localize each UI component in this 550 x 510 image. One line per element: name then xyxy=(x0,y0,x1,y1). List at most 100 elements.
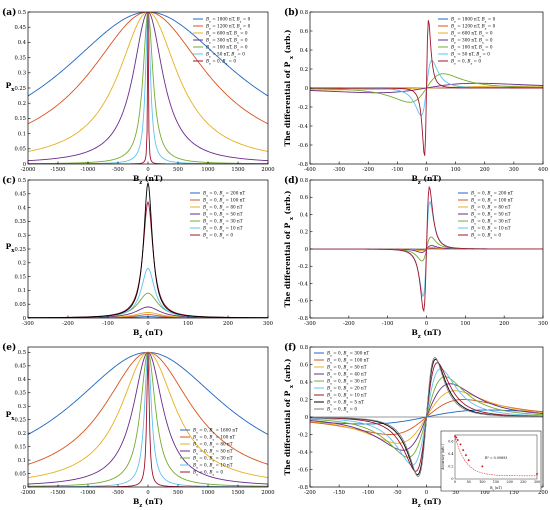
panel-3: -300 -200 -100 0 100 200 300 0 0.05 0.1 0.15 0.2 0.2… xyxy=(2,175,273,340)
y-tick-label: 0.45 xyxy=(14,25,26,31)
x-tick-label: 200 xyxy=(499,321,509,327)
legend-label: By = 1800 nT, Bx = 0 xyxy=(205,17,251,24)
x-tick-label: 0 xyxy=(146,167,149,173)
y-tick-label: 0.25 xyxy=(14,247,26,253)
x-tick-label: -1000 xyxy=(81,167,96,173)
series-group xyxy=(310,357,543,477)
y-tick-label: 0.05 xyxy=(14,471,26,477)
x-tick-label: -200 xyxy=(343,321,355,327)
y-tick-label: 0.2 xyxy=(300,397,308,403)
inset-y-tick-label: 0.4 xyxy=(448,452,453,456)
y-tick-label: 0.4 xyxy=(18,40,27,46)
legend-label: By = 50 nT, Bx = 0 xyxy=(450,52,490,59)
y-tick-label: 0.4 xyxy=(18,377,27,383)
legend-label: Bx = 0, By = 80 nT xyxy=(192,442,233,449)
panel-label: (d) xyxy=(284,175,299,186)
y-tick-label: -0.2 xyxy=(298,105,308,111)
legend-label: Bx = 0, By = 100 nT xyxy=(470,198,513,205)
x-tick-label: -200 xyxy=(304,490,316,496)
x-tick-label: 200 xyxy=(223,321,233,327)
y-tick-label: -0.6 xyxy=(298,467,308,473)
y-tick-label: -0.2 xyxy=(298,432,308,438)
y-tick-label: 0.45 xyxy=(14,364,26,370)
panel-2: -400 -300 -200 -100 0 100 200 300 400 -0.8 -0.6 -0.… xyxy=(283,7,548,186)
inset-x-tick-label: 0 xyxy=(454,480,456,484)
x-tick-label: 50 xyxy=(452,490,459,496)
x-tick-label: -300 xyxy=(304,321,316,327)
legend-label: By = 600 nT, Bx = 0 xyxy=(450,31,493,38)
y-tick-label: 0 xyxy=(23,162,26,168)
panel-5: -2000 -1500 -1000 -500 0 500 1000 1500 2000 0 0.05… xyxy=(2,342,275,509)
inset-x-tick-label: 150 xyxy=(493,480,499,484)
x-axis-label: Bz (nT) xyxy=(411,328,441,340)
y-tick-label: 0.1 xyxy=(18,131,26,137)
y-tick-label: -0.4 xyxy=(298,450,309,456)
inset-x-label: By (nT) xyxy=(490,486,502,492)
legend-label: By = 100 nT, Bx = 0 xyxy=(450,45,493,52)
inset-point xyxy=(459,443,462,446)
x-tick-label: 500 xyxy=(173,490,183,496)
series-line xyxy=(310,20,543,156)
y-tick-label: 0.05 xyxy=(14,147,26,153)
x-axis-label: Bz (nT) xyxy=(133,328,163,340)
x-tick-label: 100 xyxy=(451,167,461,173)
y-tick-label: 0.4 xyxy=(300,48,309,54)
inset-x-tick-label: 200 xyxy=(507,480,513,484)
y-tick-label: 0.25 xyxy=(14,86,26,92)
y-tick-label: -0.4 xyxy=(298,124,309,130)
legend-label: Bx = 0, By = 30 nT xyxy=(202,219,243,226)
series-line xyxy=(28,12,268,125)
legend-label: Bx = 0, By = 200 nT xyxy=(202,191,245,198)
y-tick-label: 0.3 xyxy=(18,404,26,410)
x-tick-label: 300 xyxy=(538,321,548,327)
series-line xyxy=(28,292,268,318)
legend-label: Bx = 0, By = 50 nT xyxy=(202,212,243,219)
series-group xyxy=(310,185,543,313)
legend-label: By = 0, Bx = 0 xyxy=(205,59,236,66)
x-tick-label: -500 xyxy=(112,167,124,173)
legend-label: Bx = 0, By = 10 nT xyxy=(326,393,367,400)
inset-point xyxy=(456,439,459,442)
y-tick-label: 0.35 xyxy=(14,55,26,61)
inset-x-tick-label: 250 xyxy=(520,480,526,484)
inset-x-tick-label: 100 xyxy=(479,480,485,484)
legend-label: Bx = 0, By = 100 nT xyxy=(326,358,369,365)
legend-label: Bx = 0, By = 50 nT xyxy=(470,212,511,219)
x-tick-label: 1500 xyxy=(231,167,244,173)
legend-label: By = 0, Bx = 0 xyxy=(450,59,481,66)
panel-label: (b) xyxy=(284,7,299,18)
panel-label: (c) xyxy=(2,175,16,186)
y-tick-label: 0.25 xyxy=(14,417,26,423)
y-tick-label: 0.5 xyxy=(18,350,26,356)
x-tick-label: -200 xyxy=(62,321,74,327)
legend-label: Bx = 0, By = 100 nT xyxy=(202,198,245,205)
x-tick-label: 0 xyxy=(425,167,428,173)
panel-label: (f) xyxy=(284,342,296,353)
x-axis-label: Bz (nT) xyxy=(411,497,441,509)
legend-label: Bx = 0, By = 30 nT xyxy=(192,456,233,463)
panel-label: (e) xyxy=(2,342,16,353)
legend-label: Bx = 0, By = 20 nT xyxy=(326,386,367,393)
legend-label: By = 1200 nT, Bx = 0 xyxy=(205,24,251,31)
x-axis-label: Bz (nT) xyxy=(133,174,163,186)
inset-point xyxy=(481,465,484,468)
y-tick-label: -0.2 xyxy=(298,264,308,270)
x-tick-label: -1500 xyxy=(51,490,66,496)
x-tick-label: 500 xyxy=(173,167,183,173)
series-line xyxy=(310,357,543,477)
x-tick-label: -2000 xyxy=(21,490,36,496)
legend-label: By = 1800 nT, Bx = 0 xyxy=(450,17,496,24)
inset-y-label: Accuracy (arb.) xyxy=(441,443,445,470)
y-axis-label: The differential of P x (arb.) xyxy=(283,359,295,476)
legend-label: By = 300 nT, Bx = 0 xyxy=(450,38,493,45)
y-tick-label: 0.35 xyxy=(14,219,26,225)
inset-y-tick-label: 0.6 xyxy=(448,439,453,443)
y-tick-label: 0.4 xyxy=(300,212,309,218)
legend: By = 1800 nT, Bx = 0By = 1200 nT, Bx = 0… xyxy=(193,17,251,66)
y-tick-label: 0.35 xyxy=(14,391,26,397)
y-tick-label: 0 xyxy=(305,415,308,421)
legend-label: Bx = 0, By = 10 nT xyxy=(202,226,243,233)
legend-label: By = 1200 nT, Bx = 0 xyxy=(450,24,496,31)
